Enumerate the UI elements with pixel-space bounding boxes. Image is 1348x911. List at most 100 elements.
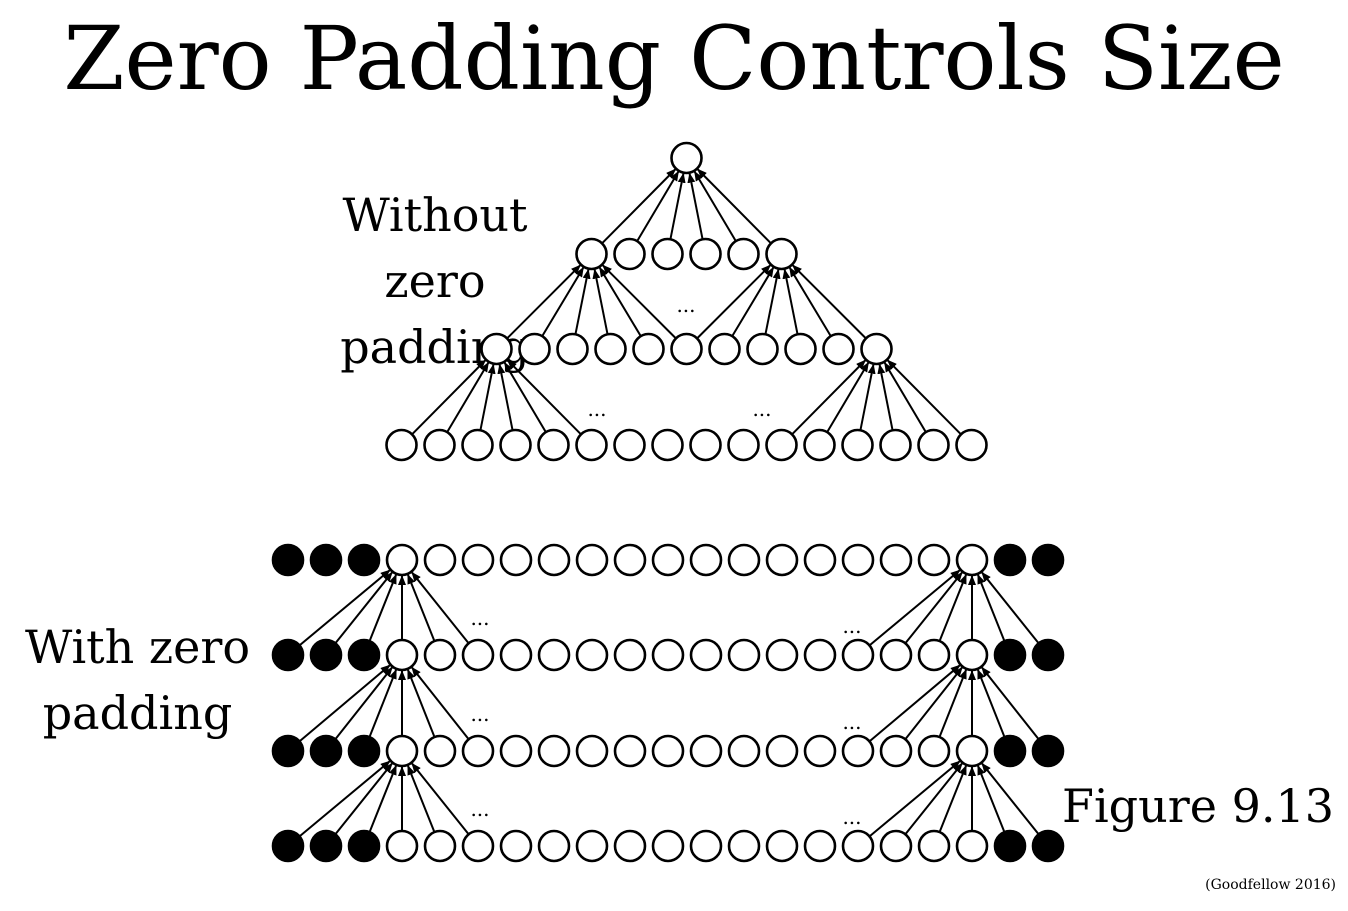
- no-pad-connection-arrow: [883, 361, 927, 433]
- network-without-zero-padding: .........: [385, 141, 988, 462]
- no-pad-connection-arrow: [859, 363, 876, 431]
- pad-connection-arrow: [868, 760, 961, 838]
- zero-padding-unit: [271, 829, 305, 863]
- no-pad-ellipsis: ...: [676, 293, 695, 317]
- pad-unit-layer-2: [727, 638, 761, 672]
- pad-unit-layer-0: [955, 829, 989, 863]
- pad-unit-layer-0: [917, 829, 951, 863]
- no-pad-connection-arrow: [479, 363, 496, 431]
- no-pad-unit-layer-1: [556, 332, 589, 366]
- no-pad-unit-layer-0: [613, 428, 646, 462]
- pad-ellipsis: ...: [842, 614, 861, 638]
- no-pad-unit-layer-1: [822, 332, 855, 366]
- pad-unit-layer-0: [537, 829, 571, 863]
- pad-unit-layer-0: [461, 829, 495, 863]
- pad-unit-layer-0: [879, 829, 913, 863]
- pad-connection-arrow: [904, 666, 963, 740]
- pad-unit-layer-3: [765, 543, 799, 577]
- pad-unit-layer-3: [613, 543, 647, 577]
- no-pad-unit-layer-0: [385, 428, 418, 462]
- no-pad-connection-arrow: [592, 268, 609, 335]
- no-pad-unit-layer-0: [841, 428, 874, 462]
- pad-unit-layer-2: [803, 638, 837, 672]
- no-pad-connection-arrow: [446, 361, 490, 433]
- label-with-zero-padding: With zero padding: [20, 614, 255, 746]
- pad-unit-layer-3: [651, 543, 685, 577]
- no-pad-connection-arrow: [791, 359, 866, 436]
- pad-connection-arrow: [411, 571, 470, 644]
- no-pad-connection-arrow: [503, 361, 547, 433]
- pad-unit-layer-1: [727, 734, 761, 768]
- no-pad-unit-layer-1: [670, 332, 703, 366]
- zero-padding-unit: [1031, 829, 1065, 863]
- no-pad-unit-layer-0: [423, 428, 456, 462]
- pad-unit-layer-1: [917, 734, 951, 768]
- no-pad-connection-arrow: [697, 168, 772, 245]
- pad-connection-arrow: [976, 668, 1006, 738]
- pad-unit-layer-3: [727, 543, 761, 577]
- pad-connection-arrow: [977, 573, 1006, 642]
- no-pad-unit-layer-0: [955, 428, 988, 462]
- no-pad-unit-layer-1: [746, 332, 779, 366]
- pad-unit-layer-2: [917, 638, 951, 672]
- no-pad-unit-layer-0: [917, 428, 950, 462]
- zero-padding-unit: [993, 734, 1027, 768]
- zero-padding-unit: [309, 734, 343, 768]
- pad-connection-arrow: [904, 762, 963, 835]
- no-pad-unit-layer-1: [708, 332, 741, 366]
- pad-unit-layer-3: [803, 543, 837, 577]
- pad-unit-layer-2: [423, 638, 457, 672]
- pad-connection-arrow: [368, 668, 398, 738]
- pad-unit-layer-2: [879, 638, 913, 672]
- pad-unit-layer-1: [575, 734, 609, 768]
- no-pad-connection-arrow: [792, 264, 867, 340]
- no-pad-connection-arrow: [497, 363, 514, 431]
- pad-unit-layer-1: [841, 734, 875, 768]
- pad-connection-arrow: [938, 764, 967, 833]
- pad-unit-layer-0: [613, 829, 647, 863]
- network-with-zero-padding: ..................: [271, 543, 1065, 863]
- citation: (Goodfellow 2016): [1205, 877, 1336, 893]
- pad-unit-layer-1: [613, 734, 647, 768]
- pad-unit-layer-3: [955, 543, 989, 577]
- pad-unit-layer-0: [499, 829, 533, 863]
- pad-unit-layer-0: [423, 829, 457, 863]
- zero-padding-unit: [271, 543, 305, 577]
- no-pad-unit-layer-0: [803, 428, 836, 462]
- zero-padding-unit: [271, 734, 305, 768]
- pad-unit-layer-3: [841, 543, 875, 577]
- pad-connection-arrow: [406, 668, 436, 738]
- pad-unit-layer-2: [613, 638, 647, 672]
- no-pad-connection-arrow: [731, 266, 775, 337]
- no-pad-connection-arrow: [788, 266, 832, 337]
- pad-connection-arrow: [334, 666, 393, 740]
- pad-connection-arrow: [938, 668, 968, 738]
- pad-unit-layer-2: [499, 638, 533, 672]
- pad-connection-arrow: [334, 571, 393, 644]
- no-pad-unit-layer-2: [651, 237, 684, 271]
- pad-unit-layer-1: [879, 734, 913, 768]
- no-pad-unit-layer-2: [689, 237, 722, 271]
- pad-connection-arrow: [407, 573, 436, 642]
- pad-unit-layer-0: [651, 829, 685, 863]
- pad-unit-layer-0: [841, 829, 875, 863]
- no-pad-unit-layer-0: [727, 428, 760, 462]
- pad-unit-layer-3: [385, 543, 419, 577]
- pad-unit-layer-2: [651, 638, 685, 672]
- no-pad-connection-arrow: [764, 268, 781, 335]
- no-pad-unit-layer-0: [689, 428, 722, 462]
- no-pad-connection-arrow: [601, 168, 676, 245]
- no-pad-connection-arrow: [541, 266, 585, 337]
- zero-padding-unit: [309, 543, 343, 577]
- no-pad-connection-arrow: [877, 363, 894, 431]
- no-pad-unit-layer-0: [765, 428, 798, 462]
- no-pad-unit-layer-0: [461, 428, 494, 462]
- figure-number: Figure 9.13: [1062, 779, 1334, 833]
- pad-unit-layer-1: [765, 734, 799, 768]
- pad-connection-arrow: [407, 764, 436, 833]
- pad-connection-arrow: [298, 664, 391, 743]
- pad-unit-layer-2: [955, 638, 989, 672]
- pad-ellipsis: ...: [470, 702, 489, 726]
- pad-unit-layer-2: [765, 638, 799, 672]
- pad-unit-layer-3: [499, 543, 533, 577]
